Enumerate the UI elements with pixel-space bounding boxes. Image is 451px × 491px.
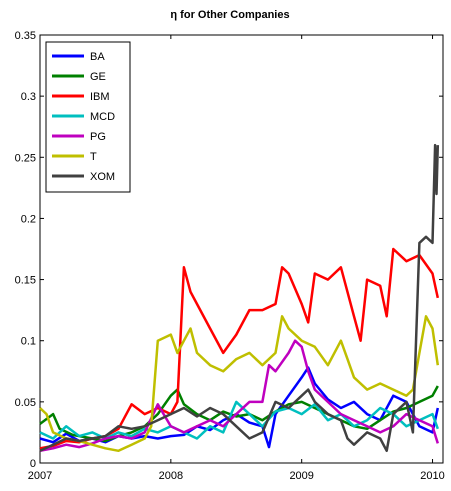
legend-label-xom: XOM	[90, 171, 115, 183]
series-line-t	[39, 315, 440, 453]
legend: BA GE IBM MCD PG T XOM	[45, 41, 131, 193]
y-tick-label: 0.1	[21, 336, 36, 348]
series-line-xom	[39, 143, 440, 453]
x-tick-label: 2007	[28, 470, 52, 482]
axis-ticks: 0 0.05 0.1 0.15 0.2 0.25 0.3 0.35 2007 2008 2009 20…	[15, 30, 445, 482]
x-tick-label: 2008	[159, 470, 183, 482]
y-tick-label: 0.25	[15, 152, 36, 164]
x-tick-label: 2009	[289, 470, 313, 482]
x-tick-label: 2010	[420, 470, 444, 482]
legend-label-ba: BA	[90, 51, 105, 63]
y-tick-label: 0.35	[15, 30, 36, 42]
series-line-ibm	[39, 247, 440, 450]
legend-label-mcd: MCD	[90, 111, 115, 123]
chart-title: η for Other Companies	[170, 9, 289, 21]
legend-label-t: T	[90, 151, 97, 163]
y-tick-label: 0.15	[15, 275, 36, 287]
legend-label-ibm: IBM	[90, 91, 110, 103]
series-line-ge	[39, 385, 439, 443]
series-lines	[39, 143, 440, 453]
y-tick-label: 0	[30, 458, 36, 470]
legend-label-pg: PG	[90, 131, 106, 143]
y-tick-label: 0.2	[21, 213, 36, 225]
y-tick-label: 0.05	[15, 397, 36, 409]
legend-label-ge: GE	[90, 71, 106, 83]
y-tick-label: 0.3	[21, 91, 36, 103]
series-line-pg	[39, 339, 439, 453]
